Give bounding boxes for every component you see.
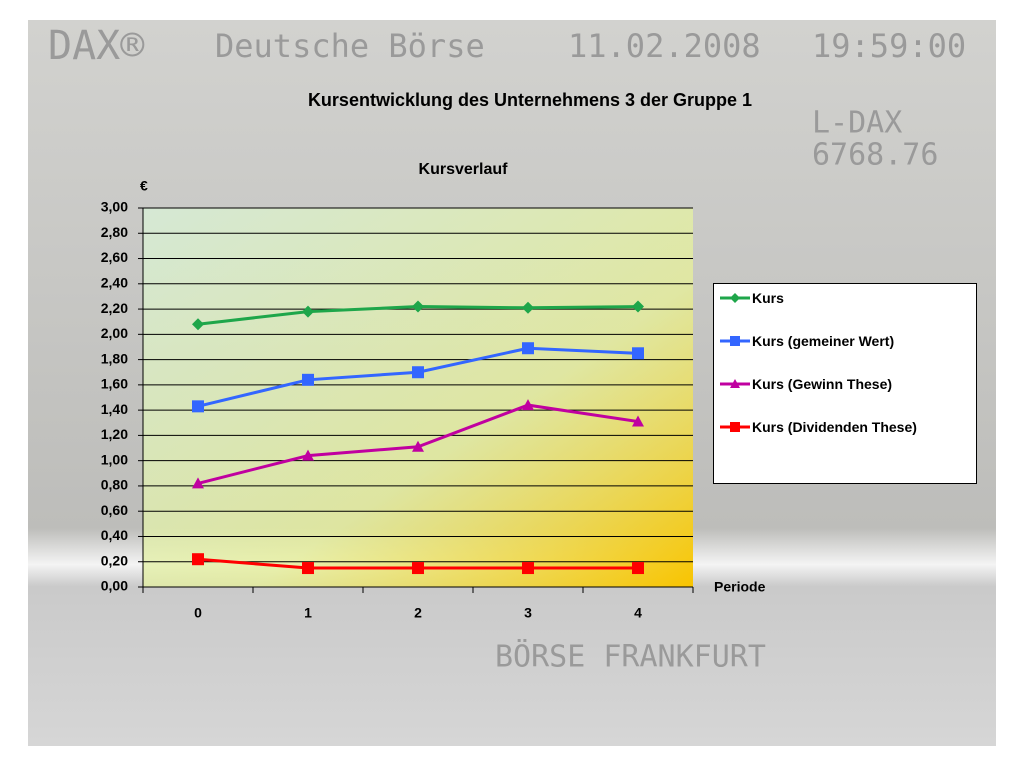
y-tick-label: 2,00 bbox=[101, 325, 128, 341]
marker bbox=[192, 400, 204, 413]
backdrop-text: DAX® bbox=[48, 23, 145, 69]
x-tick-label: 3 bbox=[524, 605, 532, 621]
y-tick-label: 0,00 bbox=[101, 578, 128, 594]
legend-marker bbox=[730, 379, 740, 388]
y-tick-label: 2,80 bbox=[101, 224, 128, 240]
legend-marker bbox=[730, 336, 740, 346]
y-tick-label: 1,60 bbox=[101, 376, 128, 392]
y-tick-label: 1,20 bbox=[101, 426, 128, 442]
backdrop-text: L-DAX bbox=[812, 106, 902, 141]
legend-icon bbox=[720, 293, 750, 303]
backdrop-text: 6768.76 bbox=[812, 138, 938, 173]
plot-area bbox=[143, 208, 693, 587]
marker bbox=[522, 301, 534, 314]
marker bbox=[412, 300, 424, 313]
marker bbox=[302, 449, 314, 461]
marker bbox=[192, 318, 204, 331]
marker bbox=[522, 342, 534, 355]
y-tick-label: 2,60 bbox=[101, 249, 128, 265]
y-tick-label: 0,40 bbox=[101, 527, 128, 543]
legend-marker bbox=[730, 293, 740, 303]
marker bbox=[632, 300, 644, 313]
y-tick-label: 0,20 bbox=[101, 552, 128, 568]
legend-entry: Kurs (Gewinn These) bbox=[718, 376, 972, 393]
legend-entry: Kurs (gemeiner Wert) bbox=[718, 333, 972, 350]
x-tick-label: 1 bbox=[304, 605, 312, 621]
marker bbox=[302, 562, 314, 575]
legend-entry: Kurs (Dividenden These) bbox=[718, 419, 972, 436]
legend-entry: Kurs bbox=[718, 290, 972, 307]
legend-marker bbox=[730, 422, 740, 432]
legend-label: Kurs (gemeiner Wert) bbox=[752, 333, 895, 349]
y-axis-label: € bbox=[140, 178, 148, 194]
legend-label: Kurs (Gewinn These) bbox=[752, 376, 893, 392]
marker bbox=[412, 366, 424, 379]
slide-title: Kursentwicklung des Unternehmens 3 der G… bbox=[308, 90, 752, 110]
legend-icon bbox=[720, 422, 750, 432]
legend-icon bbox=[720, 336, 750, 346]
y-tick-label: 2,40 bbox=[101, 275, 128, 291]
marker bbox=[192, 477, 204, 489]
backdrop-text: 11.02.2008 bbox=[568, 27, 761, 65]
x-tick-label: 0 bbox=[194, 605, 202, 621]
y-tick-label: 1,40 bbox=[101, 401, 128, 417]
legend-label: Kurs bbox=[752, 290, 784, 306]
backdrop-text: BÖRSE FRANKFURT bbox=[495, 639, 766, 675]
marker bbox=[522, 399, 534, 411]
x-tick-label: 4 bbox=[634, 605, 642, 621]
backdrop-text: Deutsche Börse bbox=[215, 27, 485, 65]
x-axis-label: Periode bbox=[714, 579, 766, 595]
marker bbox=[302, 373, 314, 386]
marker bbox=[632, 562, 644, 575]
x-tick-label: 2 bbox=[414, 605, 422, 621]
y-tick-label: 1,00 bbox=[101, 451, 128, 467]
marker bbox=[412, 562, 424, 575]
legend-icon bbox=[720, 379, 750, 388]
marker bbox=[632, 415, 644, 427]
y-tick-label: 1,80 bbox=[101, 350, 128, 366]
chart-title: Kursverlauf bbox=[419, 161, 509, 178]
legend: Kurs Kurs (gemeiner Wert) Kurs (Gewinn The… bbox=[713, 283, 977, 484]
marker bbox=[302, 305, 314, 318]
y-tick-label: 0,80 bbox=[101, 477, 128, 493]
marker bbox=[632, 347, 644, 360]
backdrop-text: 19:59:00 bbox=[812, 27, 966, 65]
legend-label: Kurs (Dividenden These) bbox=[752, 419, 917, 435]
y-tick-label: 0,60 bbox=[101, 502, 128, 518]
marker bbox=[192, 553, 204, 566]
marker bbox=[412, 440, 424, 452]
y-tick-label: 2,20 bbox=[101, 300, 128, 316]
y-tick-label: 3,00 bbox=[101, 199, 128, 215]
marker bbox=[522, 562, 534, 575]
